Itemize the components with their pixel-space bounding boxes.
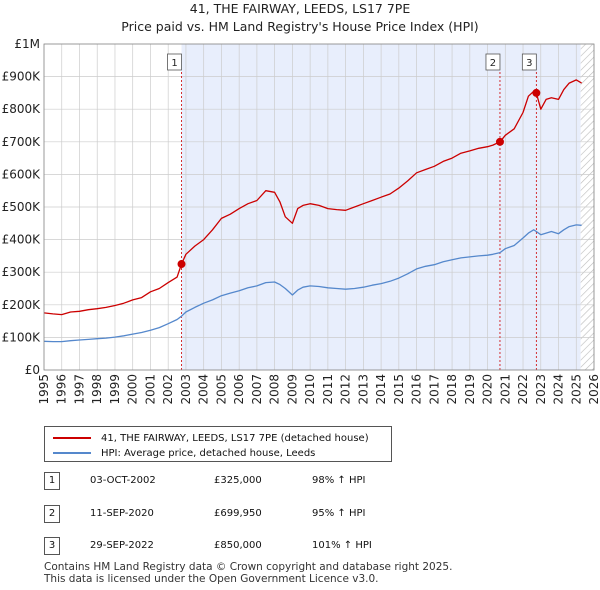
sale-point-dot	[532, 88, 541, 97]
y-tick-label: £500K	[2, 200, 42, 214]
sale-hpi-change: 101% ↑ HPI	[312, 540, 372, 551]
x-tick-label: 1995	[37, 374, 51, 405]
x-tick-label: 2024	[552, 374, 566, 405]
x-tick-label: 2007	[250, 374, 264, 405]
x-tick-label: 2000	[126, 374, 140, 405]
x-tick-label: 2021	[498, 374, 512, 405]
legend-property-label: 41, THE FAIRWAY, LEEDS, LS17 7PE (detach…	[101, 432, 369, 444]
x-tick-label: 2022	[516, 374, 530, 405]
hpi-line	[44, 224, 582, 343]
sale-number-badge: 3	[44, 537, 60, 555]
legend: 41, THE FAIRWAY, LEEDS, LS17 7PE (detach…	[44, 426, 392, 462]
y-tick-label: £100K	[2, 330, 42, 344]
sale-marker-box: 1	[167, 53, 182, 71]
legend-item-property: 41, THE FAIRWAY, LEEDS, LS17 7PE (detach…	[53, 431, 369, 445]
sale-point-dot	[495, 137, 504, 146]
chart-title-line1: 41, THE FAIRWAY, LEEDS, LS17 7PE	[190, 1, 411, 16]
y-tick-label: £900K	[2, 70, 42, 84]
legend-hpi-label: HPI: Average price, detached house, Leed…	[101, 447, 316, 459]
x-tick-label: 2006	[232, 374, 246, 405]
sale-marker-label: 1	[171, 58, 177, 69]
footer-attribution: Contains HM Land Registry data © Crown c…	[44, 561, 452, 585]
sale-number-badge: 1	[44, 472, 60, 490]
sale-marker-label: 3	[526, 58, 532, 69]
sale-number-badge: 2	[44, 505, 60, 523]
sale-price: £325,000	[214, 475, 262, 486]
x-tick-label: 2008	[268, 374, 282, 405]
x-tick-label: 2003	[179, 374, 193, 405]
sale-price: £850,000	[214, 540, 262, 551]
x-tick-label: 2005	[214, 374, 228, 405]
x-tick-label: 2002	[161, 374, 175, 405]
y-tick-label: £300K	[2, 265, 42, 279]
sale-marker-label: 2	[490, 58, 496, 69]
table-row: 2 11-SEP-2020 £699,950 95% ↑ HPI	[44, 505, 404, 525]
x-tick-label: 2013	[356, 374, 370, 405]
x-tick-label: 2025	[569, 374, 583, 405]
footer-line1: Contains HM Land Registry data © Crown c…	[44, 561, 453, 573]
plot-border	[43, 43, 595, 371]
y-tick-label: £1M	[14, 37, 40, 51]
chart-title-line2: Price paid vs. HM Land Registry's House …	[121, 19, 478, 34]
property-price-line	[44, 79, 582, 316]
y-tick-label: £700K	[2, 135, 42, 149]
property-line-swatch	[53, 437, 91, 439]
sale-marker-box: 3	[521, 53, 537, 71]
x-tick-label: 2023	[534, 374, 548, 405]
grid-lines	[43, 43, 595, 371]
x-axis: 1995 1996 1997 1998 1999 2000 2001 2002 2003 2004…	[37, 374, 600, 405]
x-tick-label: 2019	[463, 374, 477, 405]
table-row: 3 29-SEP-2022 £850,000 101% ↑ HPI	[44, 537, 404, 557]
footer-line2: This data is licensed under the Open Gov…	[44, 573, 379, 585]
x-tick-label: 2004	[197, 374, 211, 405]
x-tick-label: 1997	[72, 374, 86, 405]
x-tick-label: 1999	[108, 374, 122, 405]
sale-vertical-lines	[181, 72, 537, 370]
x-tick-label: 2010	[303, 374, 317, 405]
y-tick-label: £0	[25, 363, 40, 377]
x-tick-label: 2014	[374, 374, 388, 405]
y-tick-label: £600K	[2, 167, 42, 181]
sale-date: 03-OCT-2002	[90, 475, 156, 486]
x-tick-label: 2018	[445, 374, 459, 405]
x-tick-label: 2011	[321, 374, 335, 405]
y-tick-label: £800K	[2, 102, 42, 116]
y-tick-label: £200K	[2, 298, 42, 312]
x-tick-label: 2015	[392, 374, 406, 405]
x-tick-label: 1996	[55, 374, 69, 405]
x-tick-label: 2001	[143, 374, 157, 405]
sale-price: £699,950	[214, 508, 262, 519]
sale-date: 29-SEP-2022	[90, 540, 154, 551]
x-tick-label: 2016	[410, 374, 424, 405]
sale-marker-box: 2	[485, 53, 501, 71]
y-tick-label: £400K	[2, 233, 42, 247]
x-tick-label: 2020	[481, 374, 495, 405]
x-tick-label: 2026	[587, 374, 600, 405]
x-tick-label: 2017	[427, 374, 441, 405]
hpi-line-swatch	[53, 452, 91, 454]
sale-hpi-change: 98% ↑ HPI	[312, 475, 366, 486]
sale-hpi-change: 95% ↑ HPI	[312, 508, 366, 519]
y-axis: £0 £100K £200K £300K £400K £500K £600K £700K £80…	[2, 37, 42, 377]
table-row: 1 03-OCT-2002 £325,000 98% ↑ HPI	[44, 472, 404, 492]
x-tick-label: 2012	[339, 374, 353, 405]
sale-date: 11-SEP-2020	[90, 508, 154, 519]
x-tick-label: 2009	[285, 374, 299, 405]
sale-point-dot	[177, 260, 186, 269]
legend-item-hpi: HPI: Average price, detached house, Leed…	[53, 446, 315, 460]
x-tick-label: 1998	[90, 374, 104, 405]
